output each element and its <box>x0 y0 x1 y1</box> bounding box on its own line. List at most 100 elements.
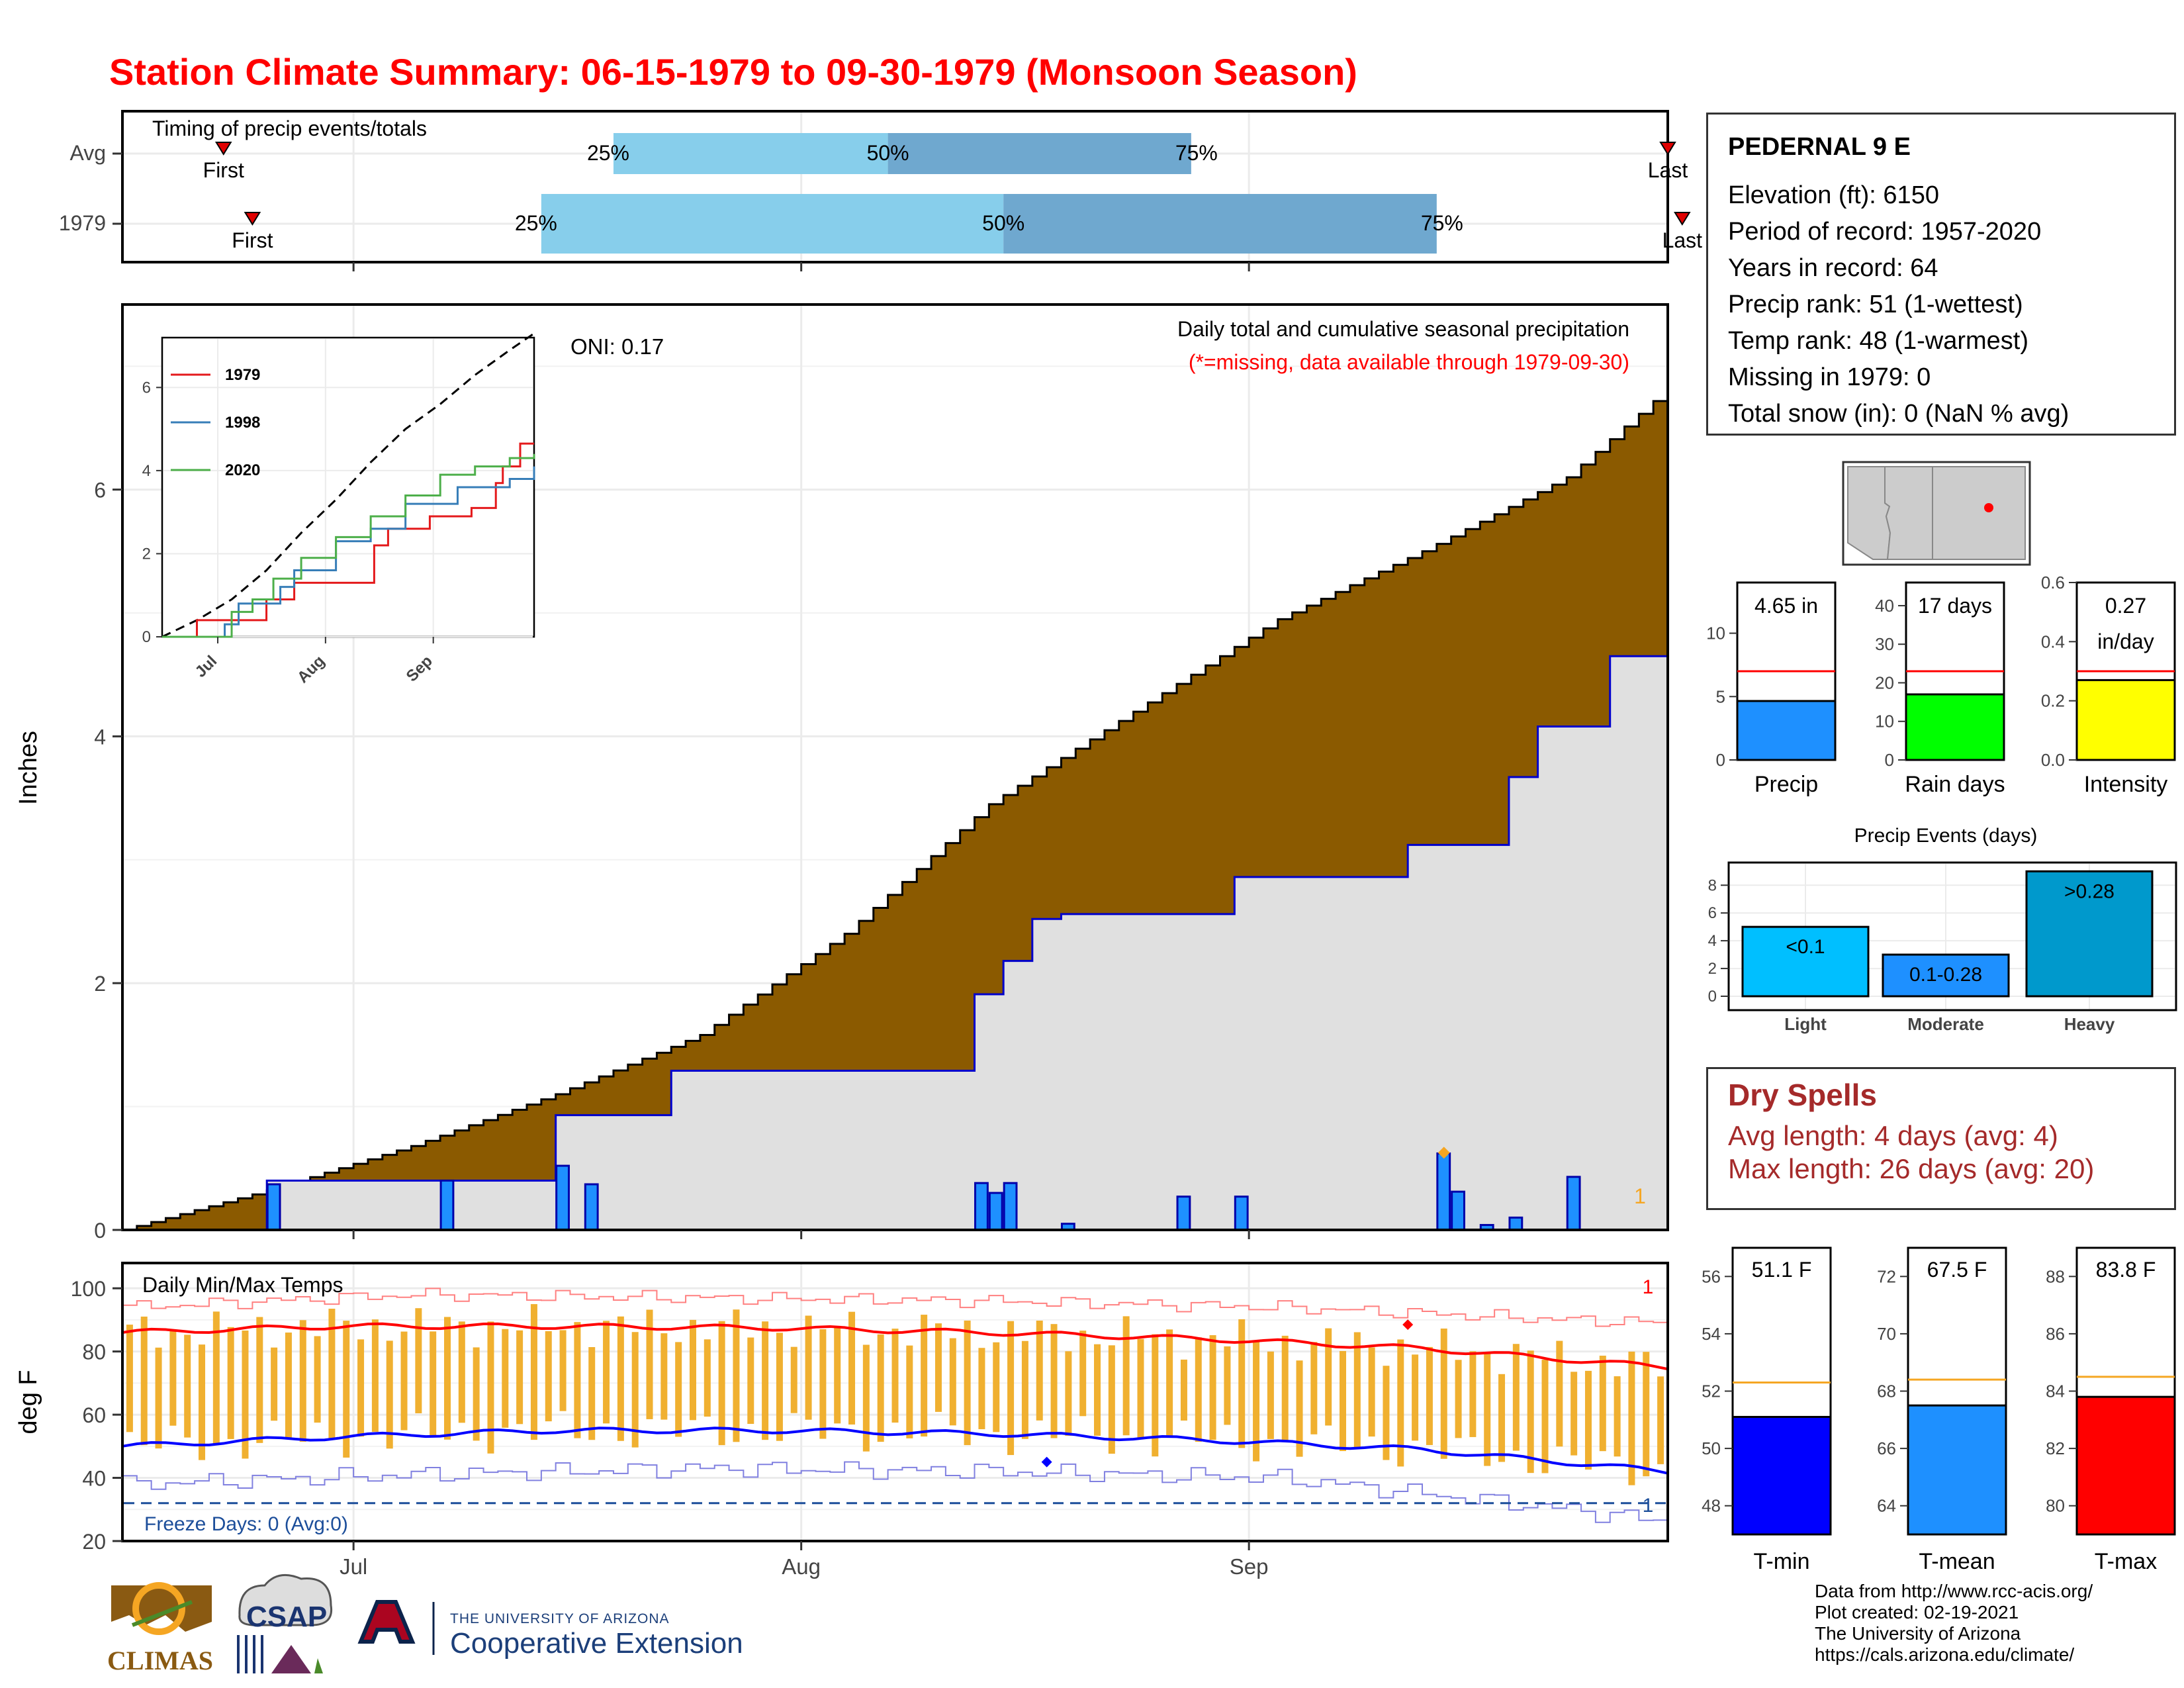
inset-series-avg <box>161 332 535 638</box>
precip-daily-bar <box>1234 1196 1249 1231</box>
precip-y-axis: 0 2 4 6 <box>94 479 1250 1243</box>
temp-daily-bar <box>1397 1339 1404 1467</box>
temp-daily-bar <box>1599 1355 1606 1452</box>
temp-daily-bar <box>343 1321 350 1458</box>
temp-daily-bar <box>169 1330 177 1426</box>
temp-daily-bar <box>516 1330 523 1425</box>
temp-daily-bar <box>444 1317 451 1440</box>
precip-daily-bar <box>1436 1152 1451 1231</box>
temp-summary-label: T-min <box>1754 1549 1810 1574</box>
temp-daily-bar <box>1614 1376 1621 1457</box>
climas-logo <box>111 1582 212 1635</box>
temp-daily-bar <box>704 1339 711 1417</box>
events-y-tick-label: 6 <box>1708 904 1717 922</box>
temp-daily-bar <box>675 1342 682 1437</box>
events-category-label: Light <box>1784 1014 1827 1034</box>
temp-y-tick-label: 60 <box>82 1403 106 1427</box>
temp-daily-bar <box>1440 1328 1447 1459</box>
temp-summary-y-tick-label: 48 <box>1702 1496 1721 1516</box>
temp-daily-bar <box>559 1330 567 1411</box>
summary-value-text: 4.65 in <box>1754 594 1818 618</box>
temp-daily-bar <box>1166 1329 1173 1436</box>
temp-daily-bar <box>819 1329 827 1439</box>
temp-daily-bar <box>776 1333 783 1441</box>
ua-org-text: THE UNIVERSITY OF ARIZONA <box>450 1611 670 1626</box>
temp-daily-bar <box>921 1315 928 1437</box>
inset-series-1979 <box>162 442 534 638</box>
temp-daily-bar <box>126 1325 133 1432</box>
precip-y-tick-label: 0 <box>94 1219 106 1243</box>
temp-daily-bar <box>805 1315 812 1420</box>
events-y-tick-label: 2 <box>1708 960 1717 978</box>
station-missing: Missing in 1979: 0 <box>1728 363 1931 391</box>
temp-daily-bar <box>631 1332 639 1448</box>
timing-first-marker <box>244 212 261 226</box>
temp-daily-bar <box>1325 1328 1332 1426</box>
timing-last-marker <box>1674 212 1691 226</box>
temp-summary-value-text: 51.1 F <box>1752 1258 1812 1282</box>
precip-daily-bar <box>1003 1182 1018 1231</box>
ua-logo <box>357 1600 435 1655</box>
timing-p75-label: 75% <box>1421 211 1463 235</box>
temp-ylabel: deg F <box>15 1370 42 1434</box>
temp-daily-bar <box>530 1304 537 1440</box>
precip-annotation-note: (*=missing, data available through 1979-… <box>1189 350 1629 374</box>
temp-summary-y-tick-label: 52 <box>1702 1382 1721 1401</box>
freeze-days-label: Freeze Days: 0 (Avg:0) <box>144 1513 348 1535</box>
legend-1979: 1979 <box>225 366 260 384</box>
legend-1998: 1998 <box>225 414 260 432</box>
events-title: Precip Events (days) <box>1854 825 2038 847</box>
precip-daily-bar <box>974 1182 989 1231</box>
temp-max-marker <box>1402 1319 1414 1331</box>
station-elevation: Elevation (ft): 6150 <box>1728 181 1939 209</box>
summary-y-tick-label: 30 <box>1875 634 1894 654</box>
temp-daily-bar <box>458 1321 465 1423</box>
temp-daily-bar <box>1512 1344 1520 1451</box>
temp-summary-y-tick-label: 56 <box>1702 1266 1721 1286</box>
temp-count-top: 1 <box>1643 1276 1654 1298</box>
precip-ylabel: Inches <box>15 731 42 805</box>
temp-daily-bar <box>1484 1352 1491 1466</box>
timing-last-marker <box>1659 142 1676 156</box>
temp-daily-bar <box>733 1309 740 1442</box>
temp-summary-y-tick-label: 82 <box>2046 1438 2065 1458</box>
temp-daily-bar <box>415 1308 422 1413</box>
dry-spells-max: Max length: 26 days (avg: 20) <box>1728 1153 2095 1184</box>
precip-daily-bar <box>555 1164 570 1231</box>
precip-daily-bar <box>584 1183 599 1231</box>
summary-bar-label: Intensity <box>2084 772 2168 797</box>
temp-y-tick-label: 20 <box>82 1530 106 1554</box>
temp-daily-bar <box>1469 1351 1477 1437</box>
precip-daily-bar <box>1508 1216 1524 1231</box>
temp-daily-bar <box>430 1331 437 1436</box>
temp-daily-bar <box>227 1327 234 1439</box>
timing-p75-label: 75% <box>1175 141 1218 165</box>
temp-daily-bar <box>1036 1321 1043 1421</box>
temp-daily-bar <box>1224 1346 1231 1425</box>
events-bar <box>1741 925 1870 998</box>
station-snow: Total snow (in): 0 (NaN % avg) <box>1728 400 2070 428</box>
temp-daily-bar <box>1368 1347 1375 1437</box>
timing-last-label: Last <box>1662 228 1703 252</box>
credit-url: https://cals.arizona.edu/climate/ <box>1815 1644 2075 1665</box>
station-temp-rank: Temp rank: 48 (1-warmest) <box>1728 327 2029 355</box>
temp-summary-y-tick-label: 50 <box>1702 1438 1721 1458</box>
dry-spells-avg: Avg length: 4 days (avg: 4) <box>1728 1120 2058 1151</box>
station-name: PEDERNAL 9 E <box>1728 133 1911 161</box>
temp-summary-y-tick-label: 54 <box>1702 1324 1721 1344</box>
temp-y-tick-label: 100 <box>71 1277 106 1301</box>
precip-events-chart: Precip Events (days) <0.1 Light 0.1-0.28 Mo… <box>1708 825 2177 1034</box>
events-bar-label: <0.1 <box>1786 936 1825 958</box>
temp-daily-bar <box>473 1347 480 1441</box>
temp-summary-value-bar <box>1907 1404 2007 1536</box>
temp-daily-bar <box>400 1331 408 1430</box>
summary-value-bar <box>1905 693 2005 761</box>
temp-daily-bar <box>1556 1340 1563 1447</box>
precip-y-tick-label: 4 <box>94 725 106 749</box>
timing-rows: 25% 50% 75% First Last 25% 50% 75% First Last <box>113 133 1702 271</box>
temp-daily-bar <box>1383 1366 1390 1460</box>
temp-daily-bar <box>660 1333 668 1420</box>
inset-legend: 1979 1998 2020 <box>171 366 260 479</box>
summary-y-tick-label: 5 <box>1716 686 1725 706</box>
